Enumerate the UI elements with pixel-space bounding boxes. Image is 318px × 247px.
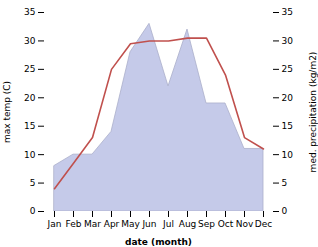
svg-text:25: 25 — [282, 64, 293, 74]
svg-text:Jun: Jun — [141, 219, 156, 229]
svg-text:5: 5 — [30, 178, 36, 188]
svg-text:Apr: Apr — [104, 219, 120, 229]
svg-text:Mar: Mar — [84, 219, 101, 229]
svg-text:10: 10 — [24, 150, 36, 160]
svg-text:30: 30 — [24, 36, 36, 46]
svg-text:Sep: Sep — [198, 219, 215, 229]
svg-text:10: 10 — [282, 150, 294, 160]
svg-text:max temp (C): max temp (C) — [2, 81, 12, 143]
svg-text:0: 0 — [282, 206, 288, 216]
svg-text:5: 5 — [282, 178, 288, 188]
svg-text:Jul: Jul — [162, 219, 174, 229]
svg-text:date (month): date (month) — [125, 237, 192, 247]
svg-text:25: 25 — [24, 64, 35, 74]
svg-text:Dec: Dec — [255, 219, 272, 229]
svg-text:Jan: Jan — [47, 219, 62, 229]
svg-text:35: 35 — [24, 7, 35, 17]
svg-text:med. precipitation (kg/m2): med. precipitation (kg/m2) — [308, 52, 318, 173]
svg-text:Nov: Nov — [236, 219, 254, 229]
svg-text:20: 20 — [282, 93, 294, 103]
svg-text:Oct: Oct — [218, 219, 234, 229]
svg-text:15: 15 — [282, 121, 293, 131]
svg-text:0: 0 — [30, 206, 36, 216]
svg-text:Aug: Aug — [179, 219, 197, 229]
svg-text:May: May — [121, 219, 140, 229]
svg-text:15: 15 — [24, 121, 35, 131]
svg-text:35: 35 — [282, 7, 293, 17]
svg-text:20: 20 — [24, 93, 36, 103]
svg-text:30: 30 — [282, 36, 294, 46]
svg-text:Feb: Feb — [66, 219, 82, 229]
